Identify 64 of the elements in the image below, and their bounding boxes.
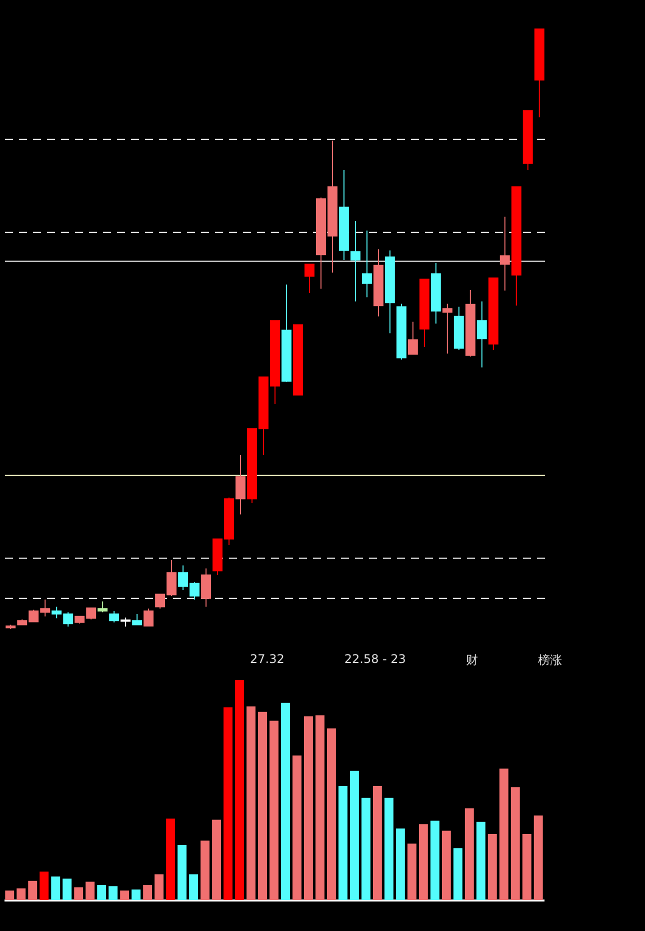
bar xyxy=(407,844,416,900)
bar xyxy=(212,820,222,900)
text: 榜涨 xyxy=(538,652,562,669)
bar xyxy=(510,787,520,900)
bar xyxy=(350,770,359,900)
bar xyxy=(338,786,348,900)
candlestick xyxy=(109,610,120,623)
bar xyxy=(326,728,336,900)
bar xyxy=(5,890,14,900)
candlestick xyxy=(442,303,452,354)
bar xyxy=(200,840,210,900)
bar xyxy=(442,830,451,900)
bar xyxy=(361,798,370,900)
bar xyxy=(40,872,49,900)
candlestick xyxy=(98,600,108,613)
candlestick xyxy=(408,321,418,355)
bar xyxy=(51,876,60,900)
bar xyxy=(154,874,164,900)
text: 22.58 - 23 xyxy=(344,652,406,668)
candlestick xyxy=(476,300,487,368)
bar xyxy=(178,845,187,900)
bar xyxy=(499,768,508,900)
bar xyxy=(464,808,474,900)
bar xyxy=(246,706,256,900)
bar xyxy=(396,828,405,900)
candlestick xyxy=(201,568,212,608)
text: 27.32 xyxy=(250,652,284,668)
bar xyxy=(488,834,497,900)
candlestick xyxy=(350,220,360,302)
candlestick xyxy=(500,216,510,292)
bar xyxy=(534,816,543,900)
bar xyxy=(430,820,440,900)
candlestick xyxy=(132,614,142,626)
candlestick xyxy=(236,454,246,515)
bar xyxy=(143,885,152,900)
bar xyxy=(132,889,141,900)
text: 财 xyxy=(466,652,478,669)
bar xyxy=(270,720,278,900)
bar xyxy=(224,707,233,900)
bar xyxy=(120,890,130,900)
candlestick xyxy=(144,608,154,626)
bar xyxy=(97,885,106,900)
bar xyxy=(189,874,198,900)
bar xyxy=(304,716,313,900)
bar xyxy=(16,888,26,900)
bar xyxy=(108,886,118,900)
bar xyxy=(166,818,176,900)
bar xyxy=(453,848,462,900)
bar xyxy=(86,882,95,900)
bar xyxy=(372,786,382,900)
bar xyxy=(235,680,244,900)
candlestick xyxy=(362,230,372,298)
bar xyxy=(281,702,290,900)
bar xyxy=(315,715,324,900)
bar xyxy=(62,878,72,900)
bar xyxy=(476,822,486,900)
bar xyxy=(418,824,428,900)
bar xyxy=(292,755,302,900)
candlestick xyxy=(304,264,314,294)
bar xyxy=(258,712,267,900)
bar xyxy=(28,880,38,900)
bar xyxy=(384,798,394,900)
bar xyxy=(522,834,532,900)
bar xyxy=(74,887,84,900)
